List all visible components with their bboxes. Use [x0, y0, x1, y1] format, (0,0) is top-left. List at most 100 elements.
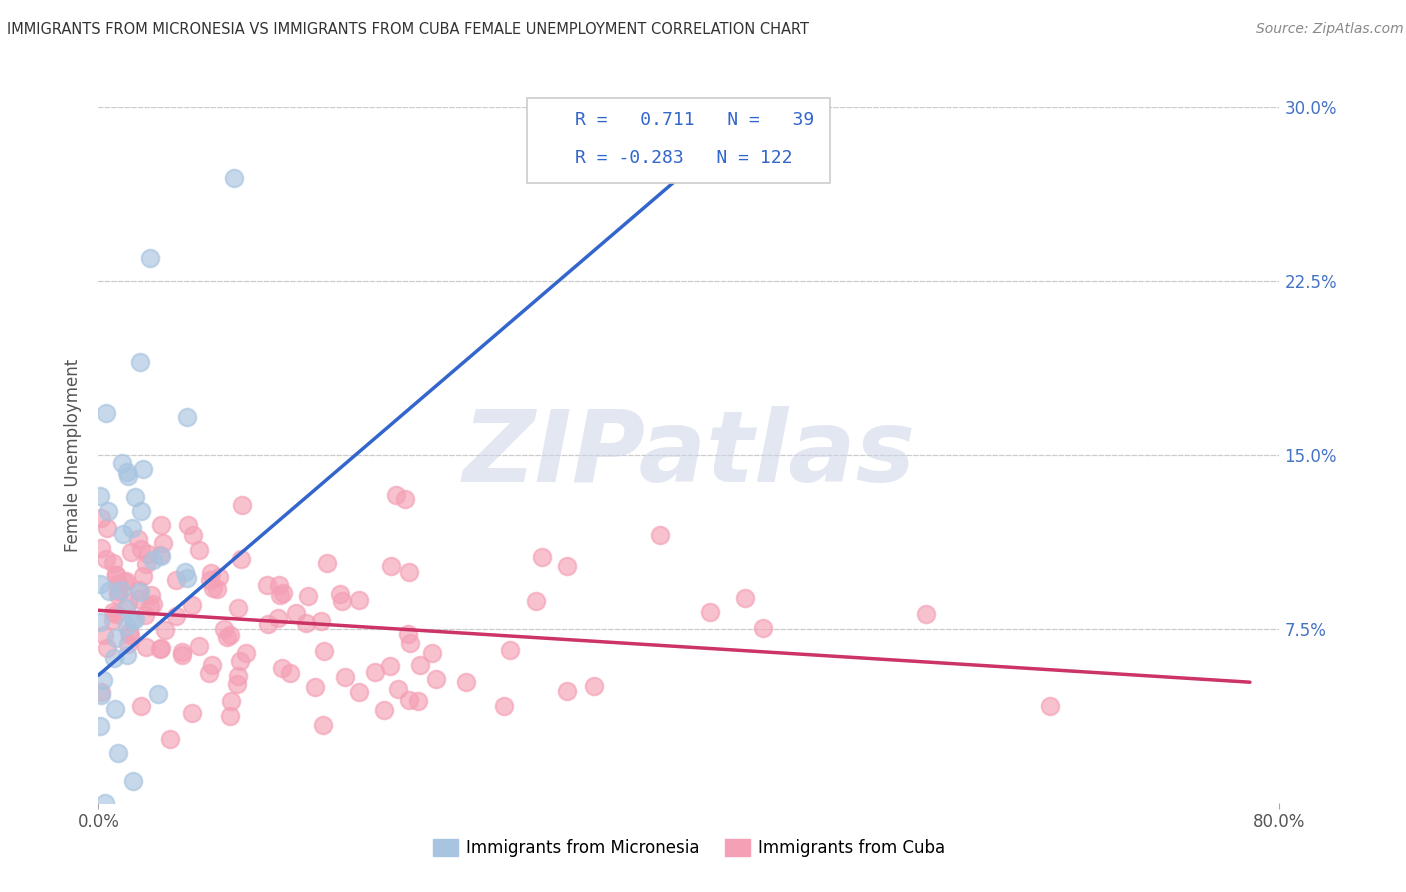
Point	[172, 648, 194, 662]
Point	[89, 577, 111, 591]
Point	[134, 608, 156, 623]
Point	[89, 719, 111, 733]
Point	[107, 576, 129, 591]
Point	[188, 543, 211, 558]
Point	[399, 636, 422, 650]
Point	[172, 645, 194, 659]
Point	[121, 521, 143, 535]
Point	[93, 673, 115, 688]
Point	[135, 557, 157, 571]
Point	[187, 640, 209, 654]
Point	[229, 551, 252, 566]
Point	[205, 582, 228, 596]
Point	[136, 547, 159, 561]
Point	[219, 628, 242, 642]
Point	[117, 637, 139, 651]
Point	[217, 630, 239, 644]
Point	[107, 583, 129, 598]
Point	[347, 685, 370, 699]
Text: Source: ZipAtlas.com: Source: ZipAtlas.com	[1256, 22, 1403, 37]
Point	[150, 641, 173, 656]
Point	[224, 171, 246, 186]
Point	[583, 679, 606, 693]
Point	[273, 586, 295, 600]
Point	[115, 618, 138, 632]
Point	[165, 609, 187, 624]
Point	[387, 681, 409, 696]
Point	[104, 567, 127, 582]
Point	[139, 251, 162, 265]
Point	[297, 590, 319, 604]
Point	[378, 658, 401, 673]
Point	[176, 409, 198, 424]
Point	[104, 702, 127, 716]
Point	[734, 591, 756, 606]
Point	[115, 648, 138, 663]
Point	[524, 594, 547, 608]
Point	[202, 581, 225, 595]
Point	[256, 578, 278, 592]
Point	[90, 541, 112, 555]
Point	[751, 621, 773, 635]
Point	[394, 492, 416, 507]
Point	[149, 548, 172, 562]
Point	[142, 553, 165, 567]
Point	[228, 600, 250, 615]
Point	[93, 796, 115, 810]
Point	[114, 600, 136, 615]
Point	[219, 694, 242, 708]
Point	[120, 545, 142, 559]
Point	[499, 642, 522, 657]
Point	[225, 677, 247, 691]
Point	[101, 613, 124, 627]
Point	[105, 568, 128, 582]
Text: IMMIGRANTS FROM MICRONESIA VS IMMIGRANTS FROM CUBA FEMALE UNEMPLOYMENT CORRELATI: IMMIGRANTS FROM MICRONESIA VS IMMIGRANTS…	[7, 22, 808, 37]
Point	[173, 565, 195, 579]
Point	[124, 490, 146, 504]
Point	[149, 549, 172, 564]
Point	[180, 598, 202, 612]
Point	[422, 646, 444, 660]
Point	[212, 622, 235, 636]
Point	[165, 573, 187, 587]
Point	[1039, 698, 1062, 713]
Point	[97, 583, 120, 598]
Point	[330, 594, 353, 608]
Point	[110, 582, 132, 597]
Point	[269, 578, 291, 592]
Point	[115, 574, 138, 588]
Point	[555, 559, 578, 574]
Point	[270, 661, 292, 675]
Point	[267, 611, 290, 625]
Point	[329, 587, 352, 601]
Point	[425, 672, 447, 686]
Point	[176, 518, 198, 533]
Point	[398, 693, 420, 707]
Point	[409, 657, 432, 672]
Point	[492, 699, 515, 714]
Point	[96, 640, 118, 655]
Point	[256, 616, 278, 631]
Point	[181, 706, 204, 721]
Point	[200, 566, 222, 580]
Point	[118, 628, 141, 642]
Point	[226, 669, 249, 683]
Point	[90, 511, 112, 525]
Point	[90, 688, 112, 702]
Text: ZIPatlas: ZIPatlas	[463, 407, 915, 503]
Point	[112, 575, 135, 590]
Point	[208, 570, 231, 584]
Point	[201, 658, 224, 673]
Point	[111, 526, 134, 541]
Point	[105, 607, 128, 621]
Point	[198, 573, 221, 587]
Text: R =   0.711   N =   39: R = 0.711 N = 39	[575, 111, 814, 128]
Point	[153, 623, 176, 637]
Point	[235, 646, 257, 660]
Point	[117, 468, 139, 483]
Point	[285, 606, 308, 620]
Point	[142, 597, 165, 611]
Point	[101, 557, 124, 571]
Point	[129, 504, 152, 518]
Point	[96, 521, 118, 535]
